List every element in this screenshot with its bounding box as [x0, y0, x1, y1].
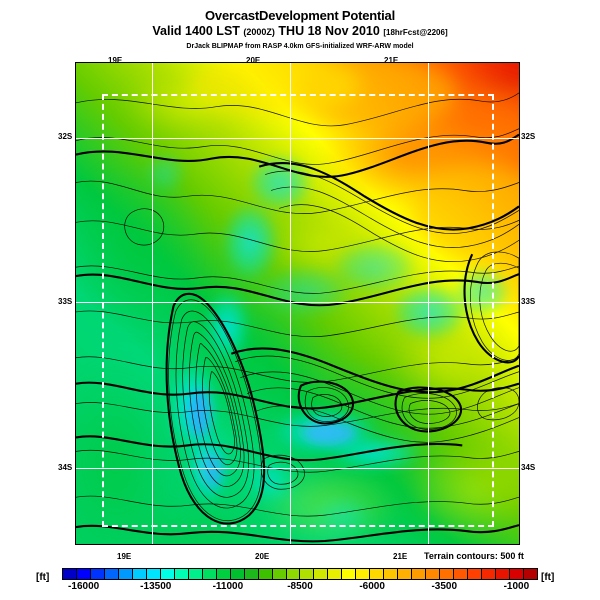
graticule-lon-19e [152, 63, 153, 544]
colorbar-swatch [230, 569, 245, 579]
colorbar-tick-label: -8500 [287, 581, 313, 592]
colorbar-tick-label: -6000 [359, 581, 385, 592]
colorbar-swatch [412, 569, 427, 579]
colorbar-tick-label: -1000 [503, 581, 530, 592]
colorbar-swatch [258, 569, 273, 579]
colorbar-swatch [202, 569, 217, 579]
lon-label-top-20e: 20E [246, 56, 261, 65]
colorbar-swatch [104, 569, 119, 579]
model-domain-box [102, 94, 494, 527]
lon-label-top-21e: 21E [384, 56, 399, 65]
colorbar-swatch [496, 569, 510, 579]
colorbar[interactable] [62, 568, 538, 580]
forecast-tag: [18hrFcst@2206] [383, 28, 448, 37]
graticule-lat-34s [76, 468, 519, 469]
graticule-lat-33s [76, 302, 519, 303]
colorbar-swatch [314, 569, 329, 579]
colorbar-swatch [328, 569, 343, 579]
valid-time-subtitle: Valid 1400 LST (2000Z) THU 18 Nov 2010 [… [0, 23, 600, 41]
colorbar-swatch [160, 569, 175, 579]
colorbar-swatch [90, 569, 105, 579]
colorbar-swatch [523, 569, 537, 579]
lon-label-bottom-20e: 20E [255, 552, 270, 561]
lon-label-top-19e: 19E [108, 56, 123, 65]
colorbar-swatch [286, 569, 301, 579]
lat-label-left-34s: 34S [58, 463, 73, 472]
colorbar-swatch [118, 569, 133, 579]
colorbar-swatch [510, 569, 524, 579]
colorbar-swatch [342, 569, 357, 579]
lat-label-left-33s: 33S [58, 297, 73, 306]
colorbar-swatch [440, 569, 455, 579]
colorbar-swatch [174, 569, 189, 579]
lat-label-right-34s: 34S [521, 463, 536, 472]
valid-zulu: (2000Z) [243, 27, 275, 37]
lat-label-left-32s: 32S [58, 132, 73, 141]
lon-label-bottom-19e: 19E [117, 552, 132, 561]
colorbar-tick-label: -16000 [68, 581, 100, 592]
colorbar-swatch [244, 569, 259, 579]
colorbar-swatch [132, 569, 147, 579]
graticule-lon-20e [290, 63, 291, 544]
colorbar-swatch [370, 569, 385, 579]
lat-label-right-33s: 33S [521, 297, 536, 306]
colorbar-tick-label: -13500 [140, 581, 172, 592]
colorbar-swatch [384, 569, 399, 579]
map-panel[interactable] [75, 62, 520, 545]
colorbar-swatch [272, 569, 287, 579]
colorbar-tick-label: -3500 [431, 581, 458, 592]
colorbar-swatch [300, 569, 315, 579]
colorbar-swatch [398, 569, 413, 579]
lat-label-right-32s: 32S [521, 132, 536, 141]
colorbar-unit-left: [ft] [36, 572, 50, 583]
terrain-contour-note: Terrain contours: 500 ft [424, 551, 524, 561]
terrain-contours [76, 92, 519, 543]
colorbar-swatch [63, 569, 77, 579]
colorbar-swatch [146, 569, 161, 579]
model-credit-line: DrJack BLIPMAP from RASP 4.0km GFS-initi… [186, 43, 414, 50]
colorbar-swatch [356, 569, 371, 579]
graticule-lon-21e [428, 63, 429, 544]
valid-date: THU 18 Nov 2010 [278, 24, 380, 38]
colorbar-unit-right: [ft] [541, 572, 555, 583]
lon-label-bottom-21e: 21E [393, 552, 408, 561]
colorbar-swatch [454, 569, 469, 579]
colorbar-swatch [76, 569, 91, 579]
colorbar-swatch [468, 569, 483, 579]
page-title: OvercastDevelopment Potential [205, 8, 395, 23]
colorbar-tick-label: -11000 [212, 581, 244, 592]
colorbar-swatch [426, 569, 441, 579]
valid-prefix: Valid 1400 LST [152, 24, 240, 38]
colorbar-swatch [482, 569, 497, 579]
colorbar-swatch [188, 569, 203, 579]
graticule-lat-32s [76, 138, 519, 139]
title-block: OvercastDevelopment Potential Valid 1400… [0, 8, 600, 52]
colorbar-swatch [216, 569, 231, 579]
